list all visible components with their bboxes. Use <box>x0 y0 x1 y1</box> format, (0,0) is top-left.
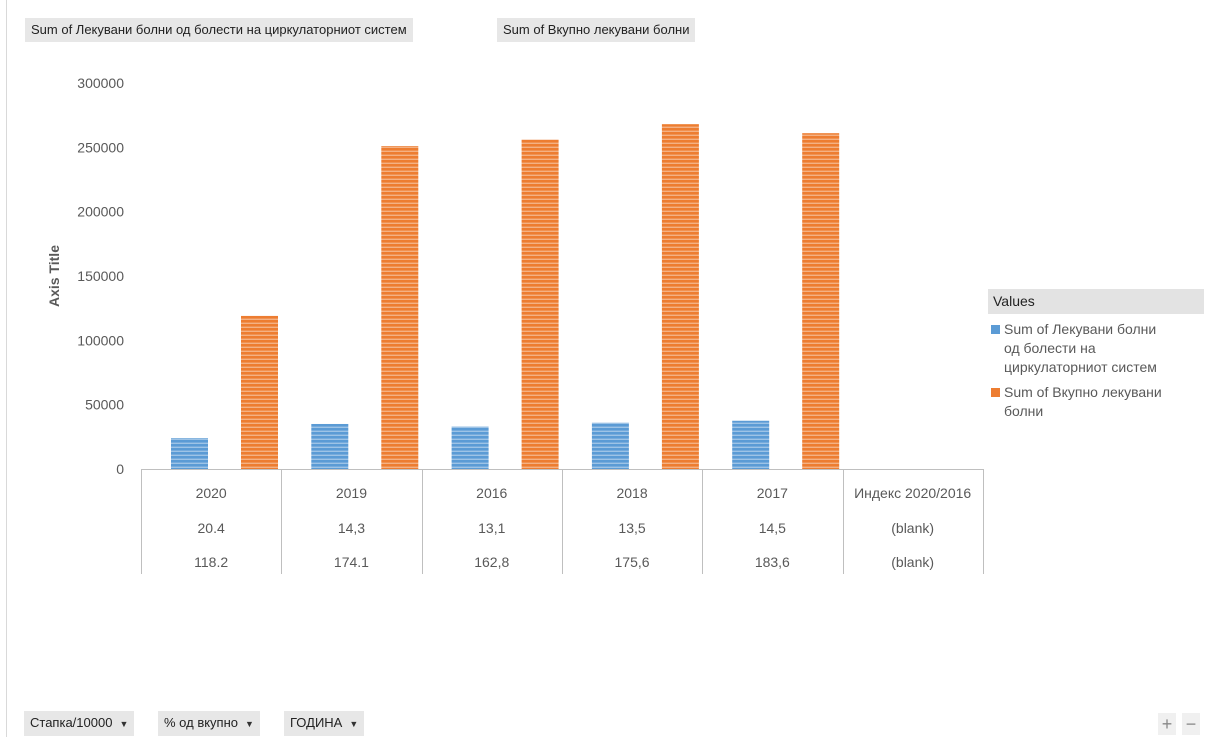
bar-series1 <box>311 423 349 469</box>
category-label-row3: 162,8 <box>474 554 509 570</box>
legend-label-series2: Sum of Вкупно лекувани болни <box>1004 383 1162 421</box>
field-button-series2[interactable]: Sum of Вкупно лекувани болни <box>497 18 696 42</box>
y-tick-label: 250000 <box>77 139 124 155</box>
category-label-row2: 14,5 <box>759 520 786 536</box>
legend-label-series1: Sum of Лекувани болни од болести на цирк… <box>1004 320 1157 377</box>
y-tick-label: 300000 <box>77 75 124 91</box>
category-label-row2: 13,1 <box>478 520 505 536</box>
chevron-down-icon[interactable]: ▼ <box>349 719 359 729</box>
category-label-row3: 118.2 <box>194 554 228 570</box>
legend-label-series2-line1: Sum of Вкупно лекувани <box>1004 384 1162 400</box>
chevron-down-icon[interactable]: ▼ <box>245 719 254 729</box>
field-button-series1-label: Sum of Лекувани болни од болести на цирк… <box>31 22 407 37</box>
legend-swatch-series2 <box>991 388 1000 397</box>
category-label-row1: 2018 <box>616 485 647 501</box>
zoom-in-button[interactable]: + <box>1158 713 1176 735</box>
plus-icon: + <box>1161 714 1173 734</box>
legend-label-series1-line3: циркулаторниот систем <box>1004 359 1157 375</box>
category-label-row3: 175,6 <box>615 554 650 570</box>
field-button-series2-label: Sum of Вкупно лекувани болни <box>503 22 690 37</box>
field-button-godina[interactable]: ГОДИНА ▼ <box>284 711 365 736</box>
category-label-row2: (blank) <box>891 520 934 536</box>
legend: Values Sum of Лекувани болни од болести … <box>988 289 1204 421</box>
y-tick-label: 100000 <box>77 332 124 348</box>
y-tick-label: 150000 <box>77 268 124 284</box>
y-tick-label: 50000 <box>85 397 124 413</box>
legend-label-series2-line2: болни <box>1004 403 1044 419</box>
field-button-series1[interactable]: Sum of Лекувани болни од болести на цирк… <box>25 18 413 42</box>
bar-series1 <box>732 420 770 469</box>
minus-icon: − <box>1185 714 1197 734</box>
bar-series2 <box>381 146 419 469</box>
legend-item-series1[interactable]: Sum of Лекувани болни од болести на цирк… <box>988 320 1204 377</box>
bar-series2 <box>661 124 699 469</box>
category-label-row1: 2016 <box>476 485 507 501</box>
bar-series2 <box>241 315 278 469</box>
zoom-out-button[interactable]: − <box>1182 713 1200 735</box>
category-label-row3: 183,6 <box>755 554 790 570</box>
legend-swatch-series1 <box>991 325 1000 334</box>
legend-label-series1-line1: Sum of Лекувани болни <box>1004 321 1157 337</box>
category-label-row2: 13,5 <box>618 520 645 536</box>
field-button-stapka[interactable]: Стапка/10000 ▼ <box>24 711 135 736</box>
category-label-row3: 174.1 <box>334 554 369 570</box>
field-button-percent-label: % од вкупно <box>164 715 239 730</box>
bar-series2 <box>802 133 840 469</box>
bar-series1 <box>451 426 489 469</box>
y-tick-label: 200000 <box>77 204 124 220</box>
category-label-row2: 20.4 <box>198 520 225 536</box>
chevron-down-icon[interactable]: ▼ <box>119 719 129 729</box>
bar-series1 <box>591 422 629 469</box>
category-label-row3: (blank) <box>891 554 934 570</box>
legend-item-series2[interactable]: Sum of Вкупно лекувани болни <box>988 383 1204 421</box>
category-label-row1: Индекс 2020/2016 <box>854 485 971 501</box>
y-axis-title: Axis Title <box>46 245 62 307</box>
bar-series1 <box>171 438 208 469</box>
bar-series2 <box>521 139 559 469</box>
field-button-percent[interactable]: % од вкупно ▼ <box>158 711 260 736</box>
field-button-stapka-label: Стапка/10000 <box>30 715 113 730</box>
legend-label-series1-line2: од болести на <box>1004 340 1096 356</box>
category-label-row2: 14,3 <box>338 520 365 536</box>
category-label-row1: 2017 <box>757 485 788 501</box>
legend-title: Values <box>988 289 1204 314</box>
category-label-row1: 2019 <box>336 485 367 501</box>
field-button-godina-label: ГОДИНА <box>290 715 343 730</box>
category-label-row1: 2020 <box>196 485 227 501</box>
left-border <box>6 0 7 737</box>
y-tick-label: 0 <box>116 461 124 477</box>
